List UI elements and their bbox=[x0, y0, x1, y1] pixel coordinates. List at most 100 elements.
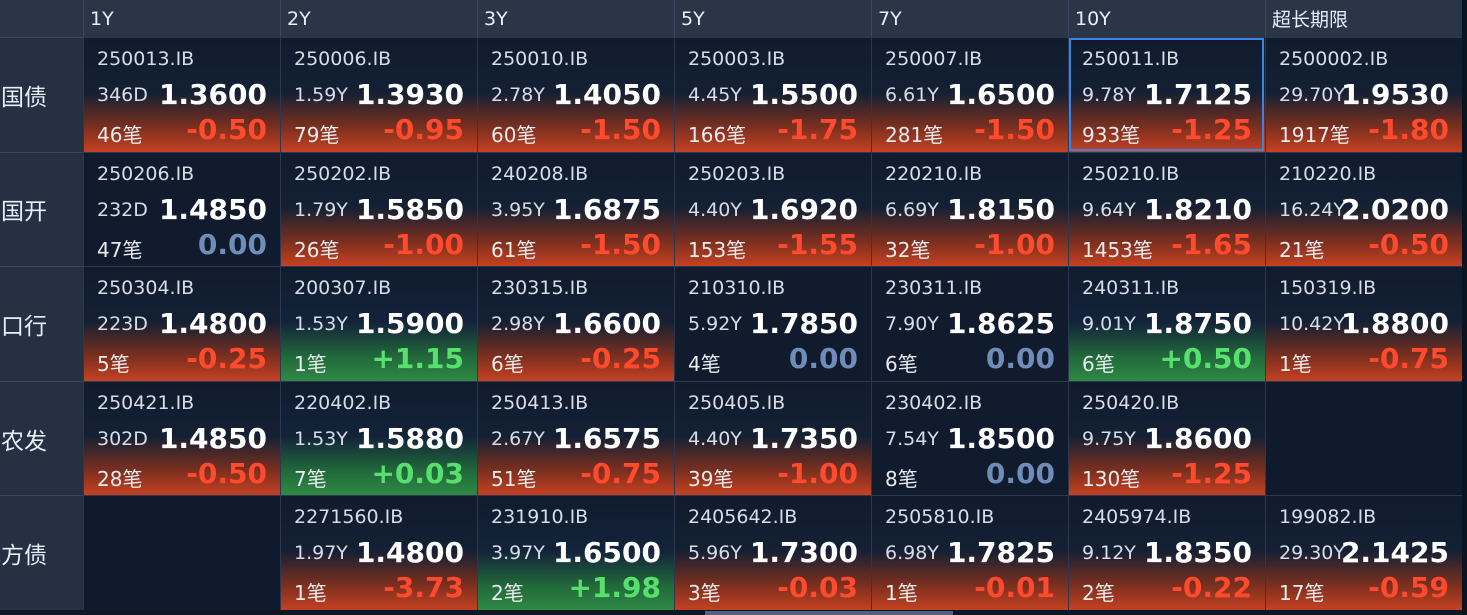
row-label[interactable]: 国开 bbox=[0, 151, 83, 267]
trade-count: 2笔 bbox=[491, 581, 524, 606]
bond-quote-cell[interactable]: 210310.IB 5.92Y 1.7850 4笔 0.00 bbox=[674, 266, 871, 381]
column-header-4[interactable]: 7Y bbox=[871, 0, 1068, 37]
bond-quote-cell[interactable]: 2405642.IB 5.96Y 1.7300 3笔 -0.03 bbox=[674, 495, 871, 610]
yield-change: -0.01 bbox=[974, 571, 1055, 605]
bond-quote-cell[interactable]: 200307.IB 1.53Y 1.5900 1笔 +1.15 bbox=[280, 266, 477, 381]
yield-change: -1.65 bbox=[1171, 227, 1252, 261]
yield-value: 1.6575 bbox=[552, 421, 661, 455]
yield-value: 1.8600 bbox=[1143, 421, 1252, 455]
bond-quote-cell[interactable]: 250006.IB 1.59Y 1.3930 79笔 -0.95 bbox=[280, 37, 477, 152]
trade-count: 6笔 bbox=[885, 352, 918, 377]
trade-count: 21笔 bbox=[1279, 237, 1325, 262]
row-label[interactable]: 地方债 bbox=[0, 495, 83, 610]
yield-value: 1.7125 bbox=[1143, 78, 1252, 111]
trade-count: 51笔 bbox=[491, 466, 537, 491]
yield-value: 1.8500 bbox=[946, 421, 1055, 455]
yield-value: 1.3930 bbox=[355, 78, 464, 111]
yield-change: -1.25 bbox=[1171, 113, 1252, 146]
yield-value: 1.5500 bbox=[749, 78, 858, 111]
column-header-0[interactable]: 1Y bbox=[83, 0, 280, 37]
yield-change: -1.00 bbox=[383, 227, 464, 261]
row-label[interactable]: 口行 bbox=[0, 266, 83, 381]
bond-quote-cell[interactable]: 150319.IB 10.42Y 1.8800 1笔 -0.75 bbox=[1265, 266, 1462, 381]
trade-count: 130笔 bbox=[1082, 466, 1141, 491]
bond-quote-cell[interactable]: 250007.IB 6.61Y 1.6500 281笔 -1.50 bbox=[871, 37, 1068, 152]
bond-quote-cell[interactable]: 231910.IB 3.97Y 1.6500 2笔 +1.98 bbox=[477, 495, 674, 610]
trade-count: 46笔 bbox=[97, 123, 143, 147]
bond-quote-cell[interactable]: 2271560.IB 1.97Y 1.4800 1笔 -3.73 bbox=[280, 495, 477, 610]
bond-code: 199082.IB bbox=[1279, 506, 1377, 529]
bond-quote-cell[interactable]: 199082.IB 29.30Y 2.1425 17笔 -0.59 bbox=[1265, 495, 1462, 610]
bond-code: 2505810.IB bbox=[885, 506, 995, 529]
yield-value: 1.3600 bbox=[158, 78, 267, 111]
column-header-6[interactable]: 超长期限 bbox=[1265, 0, 1462, 37]
bond-quote-cell[interactable]: 250202.IB 1.79Y 1.5850 26笔 -1.00 bbox=[280, 151, 477, 267]
bond-quote-cell[interactable]: 250013.IB 346D 1.3600 46笔 -0.50 bbox=[83, 37, 280, 152]
column-header-3[interactable]: 5Y bbox=[674, 0, 871, 37]
column-header-2[interactable]: 3Y bbox=[477, 0, 674, 37]
bond-quote-cell[interactable]: 220402.IB 1.53Y 1.5880 7笔 +0.03 bbox=[280, 380, 477, 496]
trade-count: 60笔 bbox=[491, 123, 537, 147]
row-label[interactable]: 国债 bbox=[0, 37, 83, 152]
bond-quote-cell[interactable]: 240208.IB 3.95Y 1.6875 61笔 -1.50 bbox=[477, 151, 674, 267]
bond-quote-cell[interactable]: 250304.IB 223D 1.4800 5笔 -0.25 bbox=[83, 266, 280, 381]
bond-quote-cell[interactable]: 250010.IB 2.78Y 1.4050 60笔 -1.50 bbox=[477, 37, 674, 152]
bond-code: 250013.IB bbox=[97, 48, 195, 70]
trade-count: 39笔 bbox=[688, 466, 734, 491]
horizontal-scrollbar[interactable] bbox=[705, 611, 953, 615]
remaining-term: 10.42Y bbox=[1279, 313, 1345, 336]
bond-quote-cell[interactable]: 250011.IB 9.78Y 1.7125 933笔 -1.25 bbox=[1068, 37, 1265, 152]
column-header-5[interactable]: 10Y bbox=[1068, 0, 1265, 37]
bond-quote-cell[interactable]: 230402.IB 7.54Y 1.8500 8笔 0.00 bbox=[871, 380, 1068, 496]
bond-quote-cell[interactable]: 220210.IB 6.69Y 1.8150 32笔 -1.00 bbox=[871, 151, 1068, 267]
bond-quote-cell[interactable]: 2500002.IB 29.70Y 1.9530 1917笔 -1.80 bbox=[1265, 37, 1462, 152]
bond-quote-cell[interactable]: 250210.IB 9.64Y 1.8210 1453笔 -1.65 bbox=[1068, 151, 1265, 267]
bond-quote-cell[interactable]: 230315.IB 2.98Y 1.6600 6笔 -0.25 bbox=[477, 266, 674, 381]
bond-code: 220210.IB bbox=[885, 162, 983, 185]
remaining-term: 29.70Y bbox=[1279, 84, 1345, 106]
bond-quote-cell[interactable]: 250420.IB 9.75Y 1.8600 130笔 -1.25 bbox=[1068, 380, 1265, 496]
column-header-1[interactable]: 2Y bbox=[280, 0, 477, 37]
bond-quote-cell[interactable]: 210220.IB 16.24Y 2.0200 21笔 -0.50 bbox=[1265, 151, 1462, 267]
yield-change: -1.50 bbox=[580, 227, 661, 261]
yield-value: 1.5880 bbox=[355, 421, 464, 455]
bond-code: 250304.IB bbox=[97, 277, 195, 300]
yield-value: 1.8750 bbox=[1143, 307, 1252, 341]
remaining-term: 302D bbox=[97, 427, 148, 450]
bond-quote-cell[interactable]: 2505810.IB 6.98Y 1.7825 1笔 -0.01 bbox=[871, 495, 1068, 610]
bond-code: 250203.IB bbox=[688, 162, 786, 185]
bond-code: 230315.IB bbox=[491, 277, 589, 300]
bond-quote-cell[interactable]: 250405.IB 4.40Y 1.7350 39笔 -1.00 bbox=[674, 380, 871, 496]
yield-value: 1.4800 bbox=[355, 536, 464, 570]
bond-code: 250010.IB bbox=[491, 48, 589, 70]
bond-code: 250003.IB bbox=[688, 48, 786, 70]
remaining-term: 2.78Y bbox=[491, 84, 545, 106]
bond-quote-cell[interactable]: 250421.IB 302D 1.4850 28笔 -0.50 bbox=[83, 380, 280, 496]
yield-value: 1.8210 bbox=[1143, 192, 1252, 226]
bond-code: 250420.IB bbox=[1082, 391, 1180, 414]
yield-value: 1.4800 bbox=[158, 307, 267, 341]
trade-count: 28笔 bbox=[97, 466, 143, 491]
yield-value: 1.5850 bbox=[355, 192, 464, 226]
remaining-term: 6.61Y bbox=[885, 84, 939, 106]
bond-code: 150319.IB bbox=[1279, 277, 1377, 300]
yield-value: 1.6600 bbox=[552, 307, 661, 341]
trade-count: 153笔 bbox=[688, 237, 747, 262]
yield-value: 1.8150 bbox=[946, 192, 1055, 226]
bond-quote-cell[interactable]: 250003.IB 4.45Y 1.5500 166笔 -1.75 bbox=[674, 37, 871, 152]
yield-value: 1.7350 bbox=[749, 421, 858, 455]
bond-quote-cell[interactable]: 250206.IB 232D 1.4850 47笔 0.00 bbox=[83, 151, 280, 267]
trade-count: 6笔 bbox=[491, 352, 524, 377]
yield-change: -1.55 bbox=[777, 227, 858, 261]
row-label[interactable]: 农发 bbox=[0, 380, 83, 496]
bond-quote-cell[interactable]: 250413.IB 2.67Y 1.6575 51笔 -0.75 bbox=[477, 380, 674, 496]
trade-count: 7笔 bbox=[294, 466, 327, 491]
bond-quote-cell[interactable]: 250203.IB 4.40Y 1.6920 153笔 -1.55 bbox=[674, 151, 871, 267]
trade-count: 933笔 bbox=[1082, 123, 1141, 147]
bond-quote-cell[interactable]: 240311.IB 9.01Y 1.8750 6笔 +0.50 bbox=[1068, 266, 1265, 381]
yield-change: 0.00 bbox=[197, 227, 267, 261]
trade-count: 3笔 bbox=[688, 581, 721, 606]
trade-count: 1笔 bbox=[294, 581, 327, 606]
bond-quote-cell[interactable]: 2405974.IB 9.12Y 1.8350 2笔 -0.22 bbox=[1068, 495, 1265, 610]
bond-quote-cell[interactable]: 230311.IB 7.90Y 1.8625 6笔 0.00 bbox=[871, 266, 1068, 381]
